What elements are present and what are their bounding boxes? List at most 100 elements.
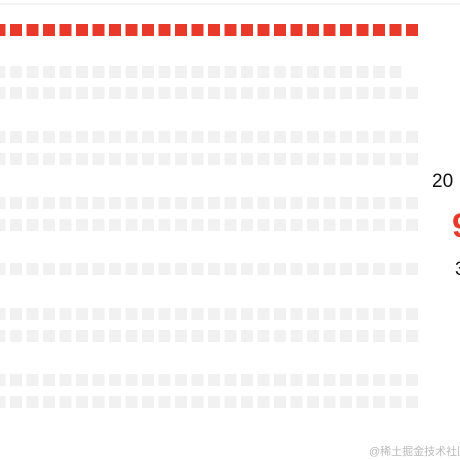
day-square xyxy=(257,153,270,165)
day-square xyxy=(59,153,72,165)
day-square xyxy=(26,131,39,143)
day-square xyxy=(373,197,385,209)
day-square xyxy=(59,66,72,78)
day-square xyxy=(43,374,55,386)
day-square xyxy=(0,131,6,143)
day-square xyxy=(323,396,336,408)
day-square xyxy=(290,131,303,143)
day-square xyxy=(406,396,418,408)
day-square xyxy=(389,131,402,143)
day-square xyxy=(323,153,336,165)
day-square xyxy=(0,153,6,165)
day-square xyxy=(43,87,55,99)
day-square xyxy=(274,330,286,342)
day-square xyxy=(241,24,253,36)
day-square xyxy=(373,330,385,342)
day-square xyxy=(224,263,237,275)
day-square xyxy=(290,308,303,320)
day-square xyxy=(125,24,138,36)
day-square xyxy=(208,263,220,275)
day-square xyxy=(175,374,187,386)
day-square xyxy=(241,66,253,78)
day-square xyxy=(59,24,72,36)
day-square xyxy=(389,263,402,275)
day-square xyxy=(241,197,253,209)
day-square xyxy=(92,197,105,209)
day-square xyxy=(224,219,237,231)
day-square xyxy=(257,263,270,275)
day-square xyxy=(406,197,418,209)
day-square xyxy=(191,263,204,275)
day-square xyxy=(92,330,105,342)
day-square xyxy=(373,153,385,165)
day-square xyxy=(26,263,39,275)
day-square xyxy=(340,153,352,165)
day-square xyxy=(389,24,402,36)
day-square xyxy=(290,24,303,36)
day-square xyxy=(224,197,237,209)
highlight-number: 9 xyxy=(452,207,460,246)
day-square xyxy=(307,66,319,78)
watermark: @稀土掘金技术社区 xyxy=(369,446,460,458)
day-square xyxy=(356,330,369,342)
day-square xyxy=(340,330,352,342)
day-square xyxy=(92,219,105,231)
day-square xyxy=(158,66,171,78)
day-square xyxy=(224,396,237,408)
day-square xyxy=(175,66,187,78)
day-square xyxy=(208,66,220,78)
day-square xyxy=(389,396,402,408)
day-square xyxy=(356,219,369,231)
day-square xyxy=(10,396,22,408)
day-square xyxy=(43,131,55,143)
day-square xyxy=(76,330,88,342)
day-square xyxy=(191,308,204,320)
day-square xyxy=(257,330,270,342)
day-square xyxy=(191,396,204,408)
day-square xyxy=(0,87,6,99)
day-square xyxy=(241,330,253,342)
day-square xyxy=(142,131,154,143)
day-square xyxy=(158,197,171,209)
day-square xyxy=(175,330,187,342)
day-square xyxy=(373,131,385,143)
day-square xyxy=(191,330,204,342)
day-square xyxy=(208,24,220,36)
day-square xyxy=(241,131,253,143)
day-square xyxy=(142,219,154,231)
day-square xyxy=(158,330,171,342)
day-square xyxy=(257,66,270,78)
day-square xyxy=(158,131,171,143)
day-square xyxy=(175,308,187,320)
day-square xyxy=(191,66,204,78)
day-square xyxy=(26,153,39,165)
day-square xyxy=(142,24,154,36)
day-square xyxy=(158,374,171,386)
day-square xyxy=(274,131,286,143)
day-square xyxy=(257,219,270,231)
day-square xyxy=(241,374,253,386)
day-square xyxy=(59,197,72,209)
day-square xyxy=(158,396,171,408)
day-square xyxy=(224,330,237,342)
day-square xyxy=(323,197,336,209)
day-square xyxy=(76,66,88,78)
day-square xyxy=(323,308,336,320)
day-square xyxy=(142,263,154,275)
day-square xyxy=(257,308,270,320)
day-square xyxy=(0,66,6,78)
day-square xyxy=(406,87,418,99)
day-square xyxy=(59,219,72,231)
day-square xyxy=(26,24,39,36)
day-square xyxy=(125,131,138,143)
day-square xyxy=(109,66,121,78)
day-square xyxy=(356,396,369,408)
day-square xyxy=(274,374,286,386)
day-square xyxy=(109,374,121,386)
day-square xyxy=(142,308,154,320)
day-square xyxy=(274,197,286,209)
day-square xyxy=(241,87,253,99)
day-square xyxy=(142,87,154,99)
day-square xyxy=(10,219,22,231)
day-square xyxy=(76,131,88,143)
